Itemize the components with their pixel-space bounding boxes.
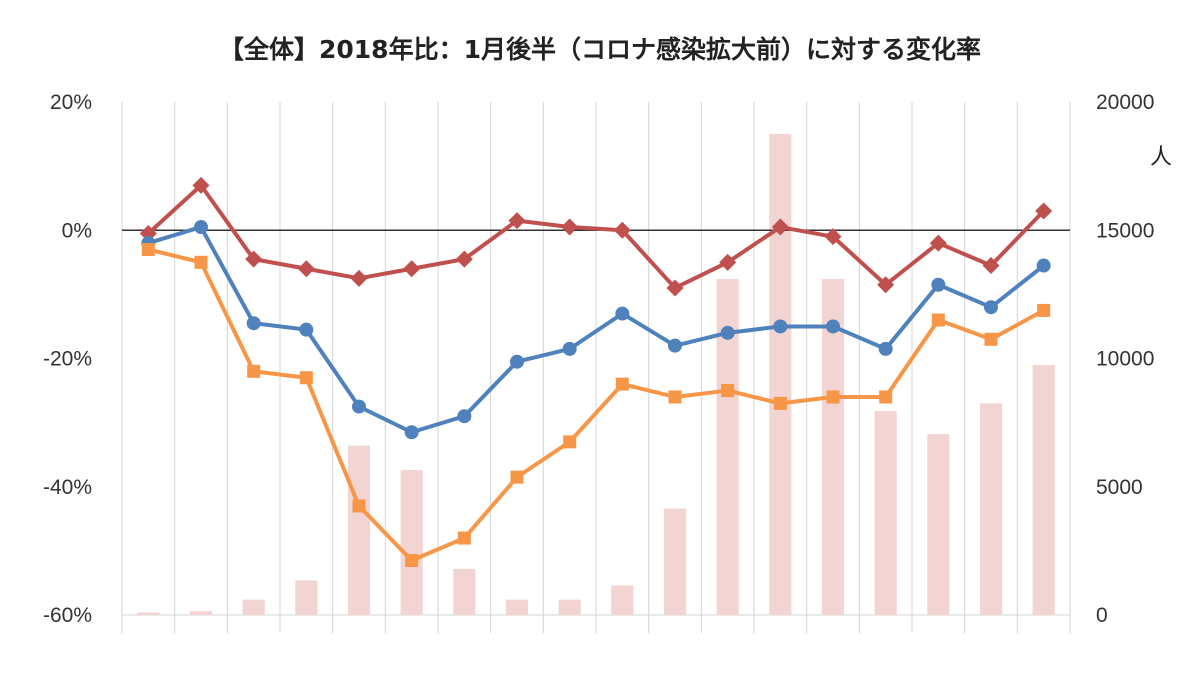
bar (874, 411, 897, 615)
data-point (720, 325, 735, 340)
series-line (146, 183, 1046, 290)
bar (137, 612, 160, 615)
data-point (666, 279, 684, 297)
right-tick-label: 5000 (1096, 476, 1143, 499)
data-point (771, 218, 789, 236)
data-point (984, 332, 998, 346)
data-point (508, 212, 526, 230)
data-point (719, 253, 737, 271)
data-point (826, 319, 840, 334)
data-point (299, 322, 314, 337)
data-point (773, 319, 788, 334)
right-tick-label: 15000 (1096, 219, 1154, 242)
data-point (194, 255, 208, 269)
data-point (455, 250, 473, 268)
left-tick-label: -60% (43, 604, 92, 627)
data-point (877, 276, 895, 294)
bar (716, 278, 739, 615)
data-point (405, 553, 419, 567)
lines (139, 176, 1053, 567)
data-point (1037, 303, 1051, 317)
bar (663, 508, 687, 615)
right-axis: 20000 15000 10000 5000 0 人 (1096, 91, 1172, 627)
data-point (457, 531, 471, 545)
data-point (247, 364, 261, 378)
data-point (668, 390, 682, 404)
bar (979, 403, 1003, 615)
data-point (561, 218, 579, 236)
data-point (826, 390, 840, 404)
data-point (246, 316, 261, 331)
data-point (824, 228, 842, 246)
bar (1032, 364, 1055, 615)
data-point (141, 242, 155, 256)
data-point (352, 499, 366, 513)
right-tick-label: 20000 (1096, 91, 1154, 114)
left-tick-label: -20% (43, 348, 92, 371)
data-point (245, 250, 263, 268)
data-point (194, 220, 208, 235)
data-point (510, 470, 524, 484)
bar (347, 445, 371, 615)
bar (242, 599, 265, 615)
data-point (615, 306, 630, 321)
right-tick-label: 0 (1096, 604, 1108, 627)
right-tick-label: 10000 (1096, 348, 1154, 371)
data-point (668, 338, 682, 353)
data-point (1036, 258, 1051, 273)
left-tick-label: 20% (50, 91, 92, 114)
data-point (613, 221, 631, 239)
data-point (404, 425, 419, 440)
data-point (721, 384, 735, 398)
bar (927, 434, 950, 615)
data-point (773, 396, 787, 410)
data-point (878, 341, 893, 356)
bar (400, 470, 423, 615)
bar (505, 599, 529, 615)
bar (769, 134, 792, 615)
data-point (562, 341, 577, 356)
data-point (615, 377, 629, 391)
left-axis: 20% 0% -20% -40% -60% (43, 91, 92, 627)
data-point (352, 399, 366, 414)
data-point (982, 257, 1000, 275)
data-point (929, 234, 947, 252)
bar (611, 585, 634, 615)
data-point (563, 435, 577, 449)
data-point (931, 313, 945, 327)
data-point (299, 371, 313, 385)
data-point (350, 269, 368, 287)
bar (453, 568, 476, 615)
data-point (510, 354, 524, 369)
bar (558, 599, 581, 615)
data-point (192, 176, 210, 194)
right-axis-unit: 人 (1150, 145, 1172, 170)
data-point (879, 390, 893, 404)
data-point (403, 260, 421, 278)
chart-title: 【全体】2018年比：1月後半（コロナ感染拡大前）に対する変化率 (219, 35, 981, 64)
data-point (297, 260, 315, 278)
data-point (1035, 202, 1053, 220)
bars (137, 134, 1055, 615)
data-point (931, 277, 946, 292)
grid (121, 102, 1071, 633)
series-line (147, 225, 1045, 435)
data-point (457, 409, 472, 424)
bar (189, 611, 213, 615)
bar (295, 580, 318, 615)
left-tick-label: -40% (43, 476, 92, 499)
bar (821, 278, 845, 615)
data-point (984, 300, 998, 315)
left-tick-label: 0% (62, 219, 92, 242)
series-line (147, 247, 1045, 563)
